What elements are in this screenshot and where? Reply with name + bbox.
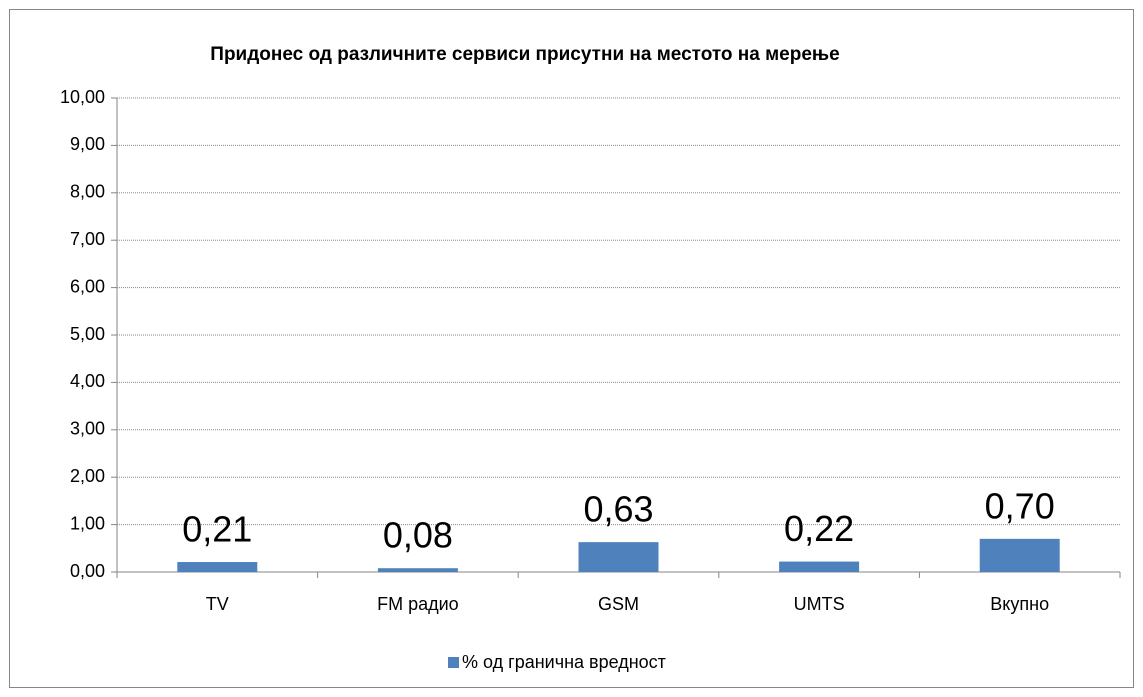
y-tick-label: 0,00	[70, 561, 105, 581]
bar	[979, 538, 1060, 572]
data-label: 0,21	[182, 509, 252, 550]
data-label: 0,08	[383, 515, 453, 556]
x-tick-label: TV	[206, 594, 229, 614]
y-tick-label: 7,00	[70, 229, 105, 249]
legend-label: % од гранична вредност	[462, 652, 666, 672]
y-tick-label: 2,00	[70, 466, 105, 486]
x-tick-label: Вкупно	[990, 594, 1049, 614]
x-tick-label: UMTS	[794, 594, 845, 614]
bar	[779, 561, 860, 572]
y-tick-label: 4,00	[70, 371, 105, 391]
x-tick-label: FM радио	[377, 594, 459, 614]
bar	[578, 542, 659, 572]
data-label: 0,70	[985, 485, 1055, 526]
data-label: 0,22	[784, 508, 854, 549]
legend-swatch	[448, 657, 459, 668]
y-tick-label: 3,00	[70, 419, 105, 439]
y-tick-label: 8,00	[70, 182, 105, 202]
chart-title: Придонес од различните сервиси присутни …	[210, 44, 839, 65]
bar	[177, 562, 258, 572]
y-tick-label: 9,00	[70, 134, 105, 154]
y-tick-label: 10,00	[60, 87, 105, 107]
y-tick-label: 1,00	[70, 513, 105, 533]
y-tick-label: 6,00	[70, 276, 105, 296]
data-label: 0,63	[583, 489, 653, 530]
chart-border	[9, 9, 1134, 688]
bar	[377, 568, 458, 572]
x-tick-label: GSM	[598, 594, 639, 614]
y-tick-label: 5,00	[70, 324, 105, 344]
